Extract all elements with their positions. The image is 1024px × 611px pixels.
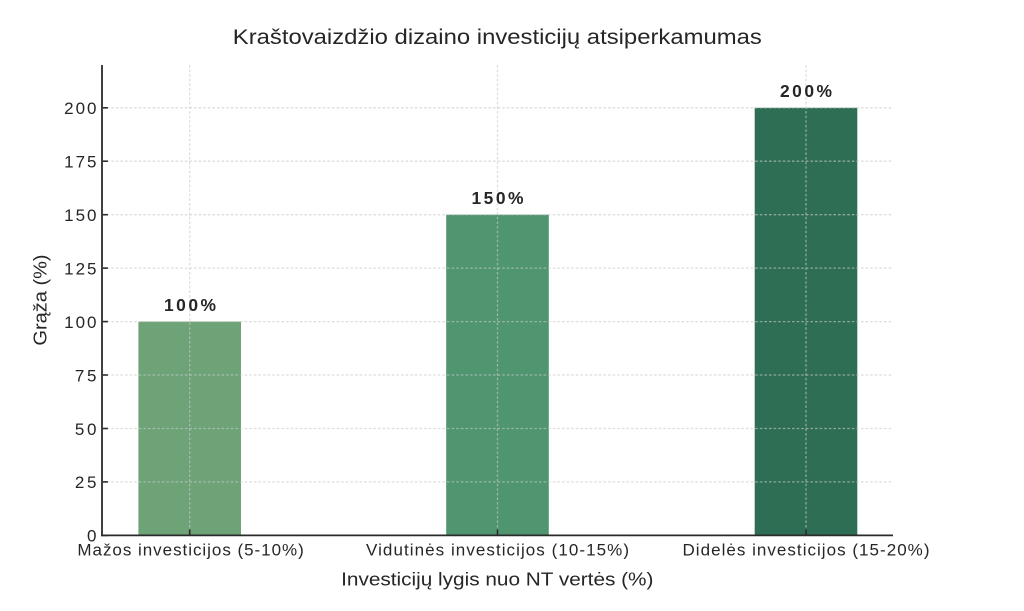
svg-text:100%: 100% xyxy=(164,295,216,315)
svg-text:Mažos investicijos (5-10%): Mažos investicijos (5-10%) xyxy=(77,540,303,559)
svg-text:Kraštovaizdžio dizaino investi: Kraštovaizdžio dizaino investicijų atsip… xyxy=(233,26,762,49)
svg-text:Investicijų lygis nuo NT vertė: Investicijų lygis nuo NT vertės (%) xyxy=(341,568,653,589)
svg-text:Didelės investicijos (15-20%): Didelės investicijos (15-20%) xyxy=(683,540,930,559)
svg-text:125: 125 xyxy=(64,259,96,278)
svg-text:100: 100 xyxy=(64,313,96,332)
svg-text:175: 175 xyxy=(64,153,96,172)
svg-text:0: 0 xyxy=(87,527,96,546)
svg-text:Grąža (%): Grąža (%) xyxy=(29,254,50,345)
svg-text:150: 150 xyxy=(64,206,96,225)
svg-text:150%: 150% xyxy=(472,188,524,208)
svg-text:200%: 200% xyxy=(780,81,832,101)
svg-text:200: 200 xyxy=(64,99,96,118)
svg-text:Vidutinės investicijos (10-15%: Vidutinės investicijos (10-15%) xyxy=(366,540,629,559)
